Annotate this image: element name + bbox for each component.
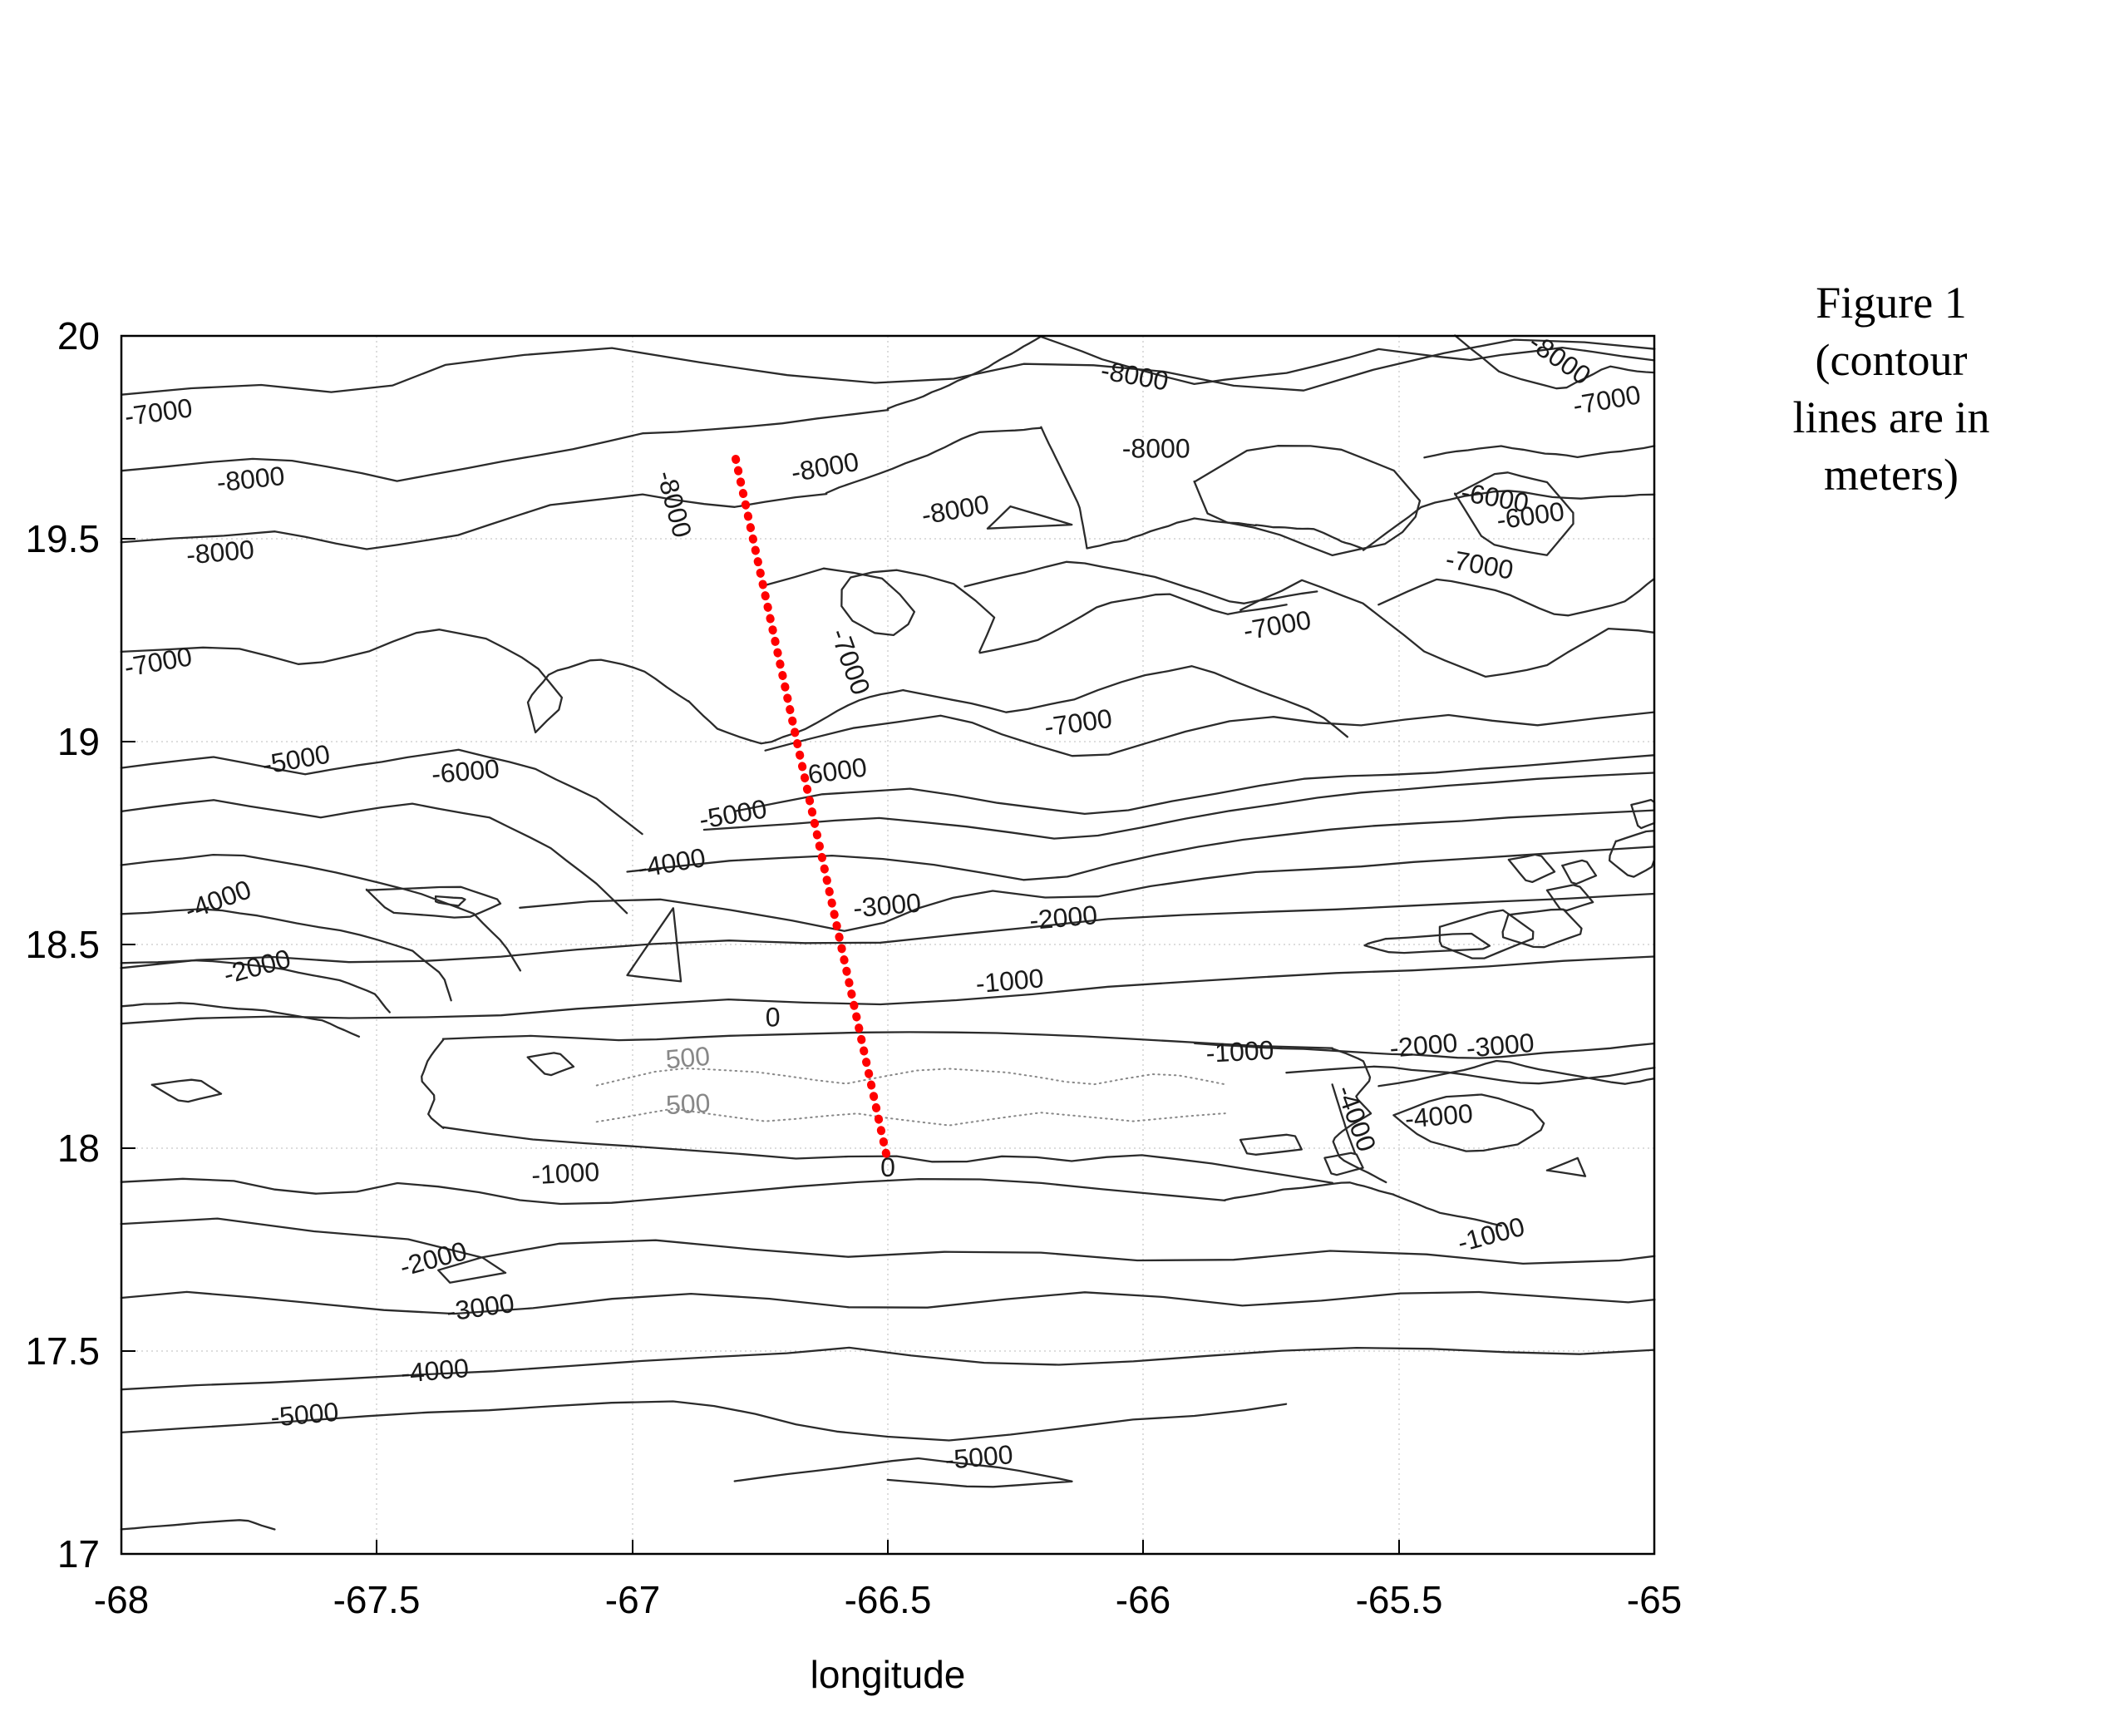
svg-text:-65: -65 (1627, 1578, 1682, 1621)
svg-text:17: 17 (57, 1532, 100, 1576)
svg-text:-4000: -4000 (1404, 1098, 1475, 1134)
svg-text:-7000: -7000 (1443, 544, 1515, 585)
svg-text:-65.5: -65.5 (1356, 1578, 1443, 1621)
svg-text:longitude: longitude (811, 1653, 966, 1696)
svg-text:-7000: -7000 (1042, 703, 1114, 742)
svg-text:-2000: -2000 (220, 943, 293, 989)
svg-text:-3000: -3000 (1465, 1028, 1535, 1063)
svg-text:-5000: -5000 (944, 1439, 1014, 1475)
svg-text:-67: -67 (605, 1578, 660, 1621)
svg-text:-4000: -4000 (635, 842, 707, 884)
svg-text:-8000: -8000 (1122, 434, 1190, 464)
svg-text:-7000: -7000 (825, 624, 876, 698)
svg-text:-67.5: -67.5 (333, 1578, 421, 1621)
svg-text:-3000: -3000 (852, 887, 923, 923)
svg-text:-5000: -5000 (269, 1397, 340, 1433)
svg-text:-4000: -4000 (400, 1353, 471, 1388)
svg-text:-7000: -7000 (123, 392, 195, 432)
svg-text:-8000: -8000 (215, 461, 286, 497)
svg-text:-2000: -2000 (1388, 1028, 1459, 1063)
svg-text:-1000: -1000 (1205, 1035, 1275, 1068)
svg-text:-5000: -5000 (697, 793, 769, 835)
svg-text:-2000: -2000 (397, 1235, 470, 1282)
svg-text:-1000: -1000 (530, 1157, 600, 1190)
svg-text:-66.5: -66.5 (845, 1578, 932, 1621)
svg-text:19.5: 19.5 (25, 517, 100, 560)
svg-text:-8000: -8000 (185, 535, 256, 570)
svg-text:500: 500 (665, 1087, 711, 1120)
svg-text:-3000: -3000 (445, 1288, 516, 1327)
svg-text:0: 0 (766, 1003, 781, 1033)
svg-text:-2000: -2000 (1028, 900, 1099, 935)
svg-text:-8000: -8000 (651, 467, 697, 540)
svg-text:-8000: -8000 (1098, 355, 1170, 397)
svg-text:-5000: -5000 (260, 738, 333, 780)
svg-text:-8000: -8000 (919, 489, 992, 530)
svg-text:-4000: -4000 (181, 874, 255, 925)
svg-text:-7000: -7000 (122, 641, 195, 683)
svg-text:-6000: -6000 (431, 753, 501, 789)
svg-text:19: 19 (57, 720, 100, 763)
svg-text:18: 18 (57, 1127, 100, 1170)
svg-text:-66: -66 (1116, 1578, 1170, 1621)
svg-text:-4000: -4000 (1331, 1082, 1382, 1156)
svg-text:-1000: -1000 (974, 963, 1045, 999)
svg-text:20: 20 (57, 314, 100, 358)
svg-text:18.5: 18.5 (25, 923, 100, 966)
svg-text:-8000: -8000 (789, 446, 861, 488)
svg-text:500: 500 (664, 1041, 711, 1075)
svg-text:-68: -68 (94, 1578, 149, 1621)
svg-text:17.5: 17.5 (25, 1329, 100, 1373)
